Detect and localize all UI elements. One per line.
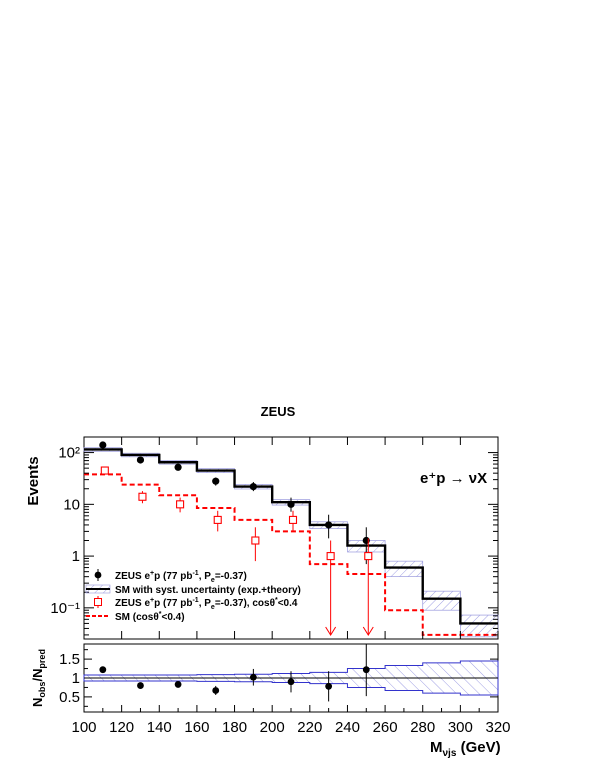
x-axis-label: Mνjs (GeV) <box>430 739 501 759</box>
x-tick-label: 100 <box>71 719 96 736</box>
x-axis: 100 120 140 160 180 200 220 240 260 280 300 320 <box>71 705 511 736</box>
legend-symbol-data <box>94 571 102 579</box>
cut-data-point <box>100 466 109 475</box>
x-tick-label: 220 <box>297 719 322 736</box>
data-point <box>99 441 107 449</box>
sm-band-bin <box>422 590 461 611</box>
x-tick-label: 120 <box>109 719 134 736</box>
legend-label: SM (cosθ*<0.4) <box>115 611 185 623</box>
legend-symbol-cut-data <box>94 598 102 606</box>
lower-y-tick-label: 1.5 <box>59 651 80 668</box>
lower-y-tick-label: 0.5 <box>59 689 80 706</box>
data-point <box>249 483 257 491</box>
data-point <box>174 463 182 471</box>
sm-band-bin <box>460 614 499 638</box>
chart-title: ZEUS <box>261 404 296 419</box>
data-points <box>99 441 374 636</box>
x-tick-label: 300 <box>448 719 473 736</box>
x-tick-label: 240 <box>335 719 360 736</box>
upper-plot-frame <box>83 436 499 640</box>
upper-y-axis: 10⁻¹ 1 10 10² <box>50 436 498 636</box>
upper-panel: 10⁻¹ 1 10 10² Events e⁺p → νX ZEUS e+p (77 … <box>25 436 499 640</box>
ratio-point <box>99 666 107 674</box>
upper-y-tick-label: 10 <box>63 496 80 513</box>
cut-data-point <box>364 552 373 561</box>
upper-x-ticks <box>83 437 499 639</box>
data-point <box>325 521 333 529</box>
cut-data-point <box>138 492 147 501</box>
x-tick-label: 320 <box>485 719 510 736</box>
ratio-point <box>325 682 333 690</box>
cut-data-point <box>251 536 260 545</box>
data-point <box>287 500 295 508</box>
ratio-points <box>99 644 370 702</box>
sm-cut-histogram <box>84 473 498 636</box>
x-tick-label: 200 <box>260 719 285 736</box>
legend-label: ZEUS e+p (77 pb-1, Pe=-0.37), cosθ*<0.4 <box>115 597 298 611</box>
upper-y-tick-label: 10² <box>58 445 80 462</box>
legend: ZEUS e+p (77 pb-1, Pe=-0.37)SM with syst… <box>85 569 301 623</box>
data-point <box>212 477 220 485</box>
ratio-point <box>174 681 182 688</box>
process-label: e⁺p → νX <box>420 470 487 487</box>
ratio-point <box>362 666 370 674</box>
legend-label: ZEUS e+p (77 pb-1, Pe=-0.37) <box>115 570 247 584</box>
x-tick-label: 140 <box>147 719 172 736</box>
cut-data-point <box>326 552 335 561</box>
upper-y-tick-label: 1 <box>72 548 80 565</box>
upper-limit-arrow <box>325 626 337 636</box>
lower-panel: 0.5 1 1.5 100 120 140 160 180 200 220 240 260 280 30… <box>30 643 511 759</box>
lower-y-axis-label: Nobs/Npred <box>30 649 47 707</box>
x-tick-label: 280 <box>410 719 435 736</box>
cut-data-point <box>213 515 222 524</box>
upper-y-tick-label: 10⁻¹ <box>50 600 80 617</box>
ratio-point <box>249 673 257 681</box>
data-point <box>136 456 145 464</box>
ratio-point <box>287 678 295 686</box>
x-tick-label: 180 <box>222 719 247 736</box>
upper-y-axis-label: Events <box>25 456 42 505</box>
lower-y-tick-label: 1 <box>72 670 80 687</box>
ratio-point <box>212 687 220 694</box>
legend-label: SM with syst. uncertainty (exp.+theory) <box>115 585 301 596</box>
upper-limit-arrow <box>362 626 374 636</box>
x-tick-label: 260 <box>373 719 398 736</box>
ratio-point <box>137 682 144 689</box>
data-point <box>362 536 370 545</box>
lower-y-axis: 0.5 1 1.5 <box>59 649 498 707</box>
x-tick-label: 160 <box>184 719 209 736</box>
sm-band-bin <box>384 560 424 577</box>
cut-data-point <box>176 500 185 509</box>
cut-data-point <box>288 515 298 524</box>
